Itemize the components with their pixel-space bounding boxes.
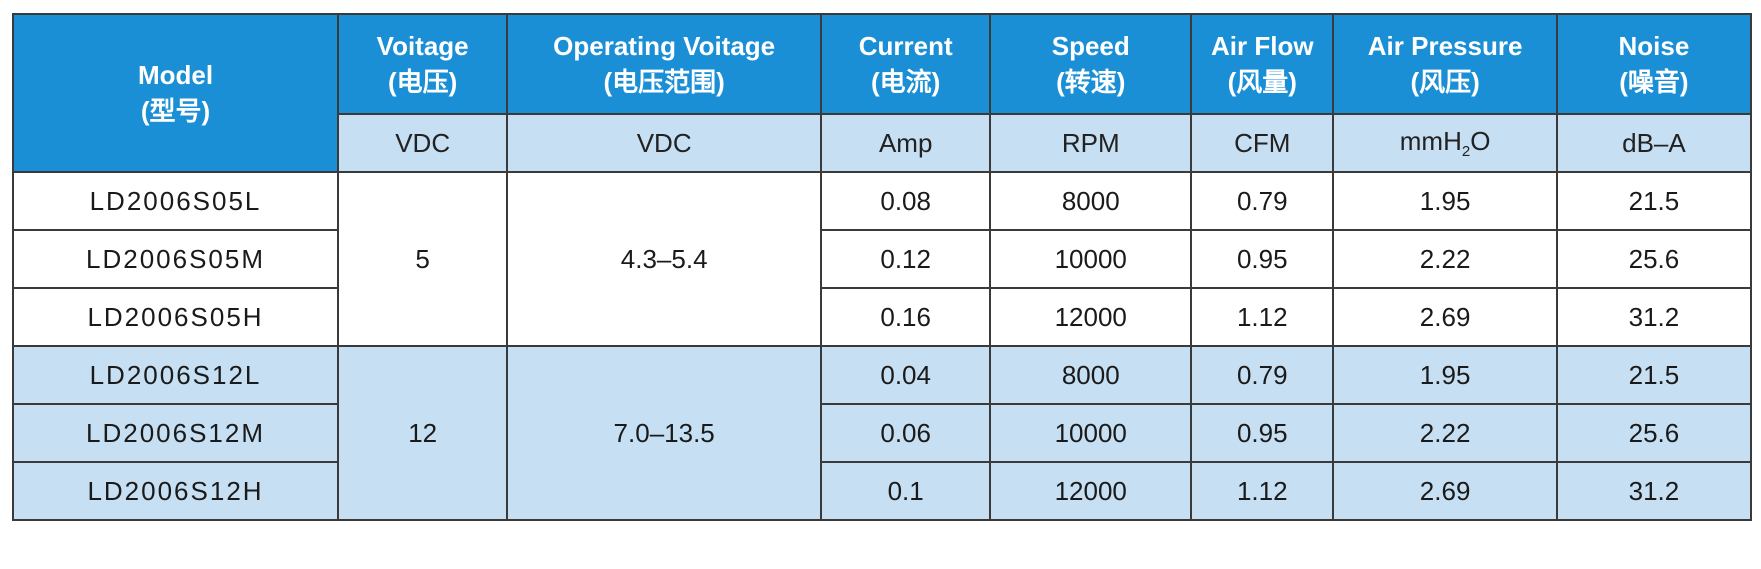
current-cell: 0.06 <box>820 403 992 463</box>
current-header-cn: (电流) <box>871 67 941 97</box>
model-cell: LD2006S12H <box>11 461 340 521</box>
noise-unit: dB–A <box>1555 113 1753 173</box>
speed-header-en: Speed <box>1051 31 1130 61</box>
airflow-header: Air Flow (风量) <box>1190 13 1335 115</box>
speed-header: Speed (转速) <box>989 13 1193 115</box>
current-cell: 0.12 <box>820 229 992 289</box>
current-header-en: Current <box>858 31 953 61</box>
current-header: Current (电流) <box>820 13 992 115</box>
operating-voltage-header-en: Operating Voitage <box>553 31 776 61</box>
voltage-header: Voitage (电压) <box>337 13 509 115</box>
speed-header-cn: (转速) <box>1056 67 1126 97</box>
noise-cell: 31.2 <box>1555 287 1753 347</box>
noise-cell: 25.6 <box>1555 403 1753 463</box>
air-pressure-cell: 1.95 <box>1332 345 1558 405</box>
table-row: LD2006S05M 0.12 10000 0.95 2.22 25.6 <box>11 229 1753 289</box>
noise-header-cn: (噪音) <box>1619 67 1689 97</box>
model-cell: LD2006S12M <box>11 403 340 463</box>
airflow-header-en: Air Flow <box>1211 31 1314 61</box>
current-cell: 0.1 <box>820 461 992 521</box>
voltage-cell: 5 <box>337 171 509 347</box>
operating-voltage-unit: VDC <box>506 113 823 173</box>
air-pressure-header-cn: (风压) <box>1410 67 1480 97</box>
voltage-header-cn: (电压) <box>387 67 458 97</box>
operating-voltage-cell: 7.0–13.5 <box>506 345 823 521</box>
operating-voltage-header: Operating Voitage (电压范围) <box>506 13 823 115</box>
table-row: LD2006S12M 0.06 10000 0.95 2.22 25.6 <box>11 403 1753 463</box>
noise-cell: 21.5 <box>1555 345 1753 405</box>
airflow-cell: 0.95 <box>1190 229 1335 289</box>
air-pressure-unit: mmH2O <box>1332 113 1558 173</box>
air-pressure-header-en: Air Pressure <box>1367 31 1523 61</box>
air-pressure-cell: 2.69 <box>1332 287 1558 347</box>
voltage-unit: VDC <box>337 113 509 173</box>
noise-header: Noise (噪音) <box>1555 13 1753 115</box>
noise-cell: 31.2 <box>1555 461 1753 521</box>
speed-cell: 10000 <box>989 403 1193 463</box>
airflow-cell: 0.79 <box>1190 345 1335 405</box>
current-cell: 0.16 <box>820 287 992 347</box>
current-cell: 0.04 <box>820 345 992 405</box>
operating-voltage-cell: 4.3–5.4 <box>506 171 823 347</box>
table-row: LD2006S05L 5 4.3–5.4 0.08 8000 0.79 1.95… <box>11 171 1753 347</box>
speed-unit: RPM <box>989 113 1193 173</box>
air-pressure-unit-suffix: O <box>1470 126 1491 156</box>
current-unit: Amp <box>820 113 992 173</box>
noise-cell: 21.5 <box>1555 171 1753 231</box>
air-pressure-unit-base: mmH <box>1399 126 1462 156</box>
model-header-cn: (型号) <box>140 96 211 126</box>
speed-cell: 8000 <box>989 345 1193 405</box>
model-cell: LD2006S12L <box>11 345 340 405</box>
airflow-header-cn: (风量) <box>1227 67 1297 97</box>
voltage-header-en: Voitage <box>376 31 469 61</box>
fan-spec-table: Model (型号) Voitage (电压) Operating Voitag… <box>11 13 1753 521</box>
noise-header-en: Noise <box>1618 31 1690 61</box>
speed-cell: 8000 <box>989 171 1193 231</box>
model-header-en: Model <box>137 60 214 90</box>
speed-cell: 12000 <box>989 461 1193 521</box>
speed-cell: 12000 <box>989 287 1193 347</box>
airflow-cell: 0.79 <box>1190 171 1335 231</box>
air-pressure-cell: 1.95 <box>1332 171 1558 231</box>
table-row: LD2006S12L 12 7.0–13.5 0.04 8000 0.79 1.… <box>11 345 1753 521</box>
operating-voltage-header-cn: (电压范围) <box>603 67 725 97</box>
air-pressure-unit-subscript: 2 <box>1461 143 1471 160</box>
airflow-cell: 1.12 <box>1190 287 1335 347</box>
table-row: LD2006S12H 0.1 12000 1.12 2.69 31.2 <box>11 461 1753 521</box>
noise-cell: 25.6 <box>1555 229 1753 289</box>
model-cell: LD2006S05M <box>11 229 340 289</box>
current-cell: 0.08 <box>820 171 992 231</box>
air-pressure-header: Air Pressure (风压) <box>1332 13 1558 115</box>
air-pressure-cell: 2.22 <box>1332 229 1558 289</box>
header-row: Model (型号) Voitage (电压) Operating Voitag… <box>11 13 1753 173</box>
air-pressure-cell: 2.22 <box>1332 403 1558 463</box>
model-header: Model (型号) <box>11 13 340 173</box>
airflow-cell: 0.95 <box>1190 403 1335 463</box>
airflow-cell: 1.12 <box>1190 461 1335 521</box>
air-pressure-cell: 2.69 <box>1332 461 1558 521</box>
speed-cell: 10000 <box>989 229 1193 289</box>
unit-row: VDC VDC Amp RPM CFM mmH2O dB–A <box>13 113 1753 173</box>
model-cell: LD2006S05L <box>11 171 340 231</box>
airflow-unit: CFM <box>1190 113 1335 173</box>
voltage-cell: 12 <box>337 345 509 521</box>
table-row: LD2006S05H 0.16 12000 1.12 2.69 31.2 <box>11 287 1753 347</box>
model-cell: LD2006S05H <box>11 287 340 347</box>
